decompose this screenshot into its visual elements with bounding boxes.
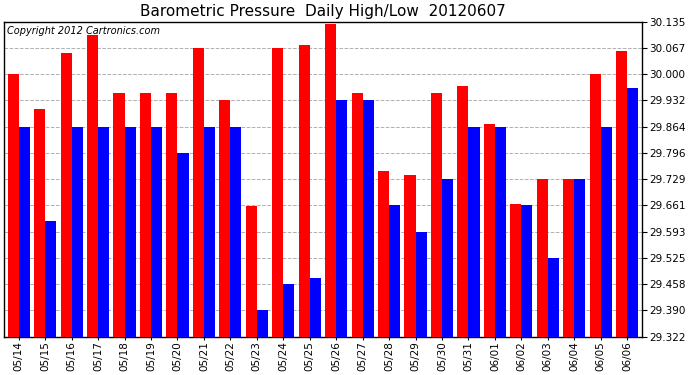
Bar [351, 93, 363, 337]
Bar [19, 127, 30, 337]
Bar [589, 74, 601, 337]
Title: Barometric Pressure  Daily High/Low  20120607: Barometric Pressure Daily High/Low 20120… [140, 4, 506, 19]
Bar [378, 171, 389, 337]
Bar [484, 124, 495, 337]
Bar [45, 221, 57, 337]
Bar [431, 93, 442, 337]
Bar [616, 51, 627, 337]
Bar [510, 204, 522, 337]
Bar [8, 74, 19, 337]
Bar [166, 93, 177, 337]
Bar [113, 93, 124, 337]
Bar [98, 127, 109, 337]
Bar [363, 100, 374, 337]
Bar [61, 53, 72, 337]
Bar [574, 179, 585, 337]
Bar [230, 127, 241, 337]
Bar [601, 127, 612, 337]
Bar [336, 100, 347, 337]
Bar [140, 93, 151, 337]
Bar [325, 24, 336, 337]
Bar [537, 178, 548, 337]
Bar [404, 175, 415, 337]
Bar [284, 284, 295, 337]
Bar [457, 86, 469, 337]
Bar [415, 232, 426, 337]
Bar [563, 178, 574, 337]
Bar [389, 206, 400, 337]
Bar [522, 206, 533, 337]
Bar [72, 127, 83, 337]
Bar [469, 127, 480, 337]
Bar [177, 153, 188, 337]
Bar [87, 35, 98, 337]
Bar [310, 278, 321, 337]
Bar [495, 127, 506, 337]
Bar [204, 127, 215, 337]
Bar [627, 88, 638, 337]
Bar [124, 127, 136, 337]
Bar [299, 45, 310, 337]
Bar [257, 310, 268, 337]
Bar [442, 179, 453, 337]
Bar [151, 127, 162, 337]
Bar [272, 48, 284, 337]
Text: Copyright 2012 Cartronics.com: Copyright 2012 Cartronics.com [8, 27, 160, 36]
Bar [219, 100, 230, 337]
Bar [34, 109, 45, 337]
Bar [193, 48, 204, 337]
Bar [246, 206, 257, 337]
Bar [548, 258, 559, 337]
